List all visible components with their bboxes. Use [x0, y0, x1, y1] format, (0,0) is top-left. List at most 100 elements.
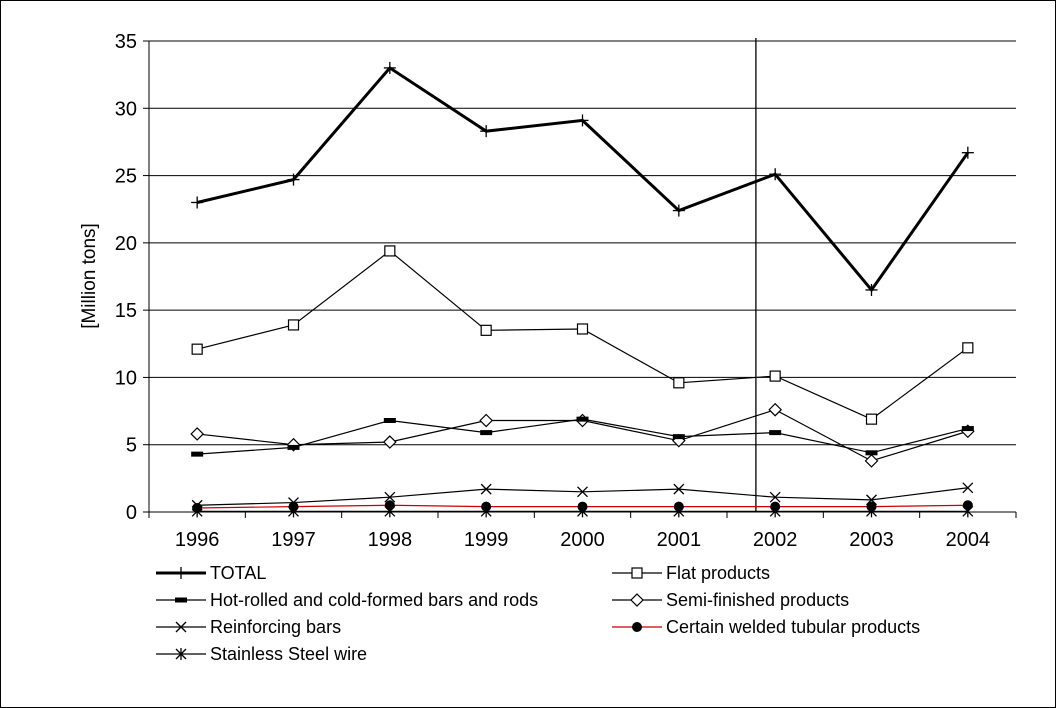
x-tick-label: 1997 [271, 529, 316, 551]
data-point [287, 444, 300, 450]
series-5 [192, 500, 973, 513]
data-point [384, 245, 396, 257]
data-point [865, 413, 878, 425]
data-point [961, 146, 974, 159]
legend-marker [175, 597, 187, 603]
data-point [383, 61, 396, 74]
data-point [961, 426, 974, 432]
series-4 [191, 482, 974, 511]
data-point [577, 501, 588, 512]
data-point [769, 430, 782, 436]
data-point [481, 501, 492, 512]
legend-label: Hot-rolled and cold-formed bars and rods [210, 590, 538, 610]
data-point [384, 500, 395, 511]
legend-item: Certain welded tubular products [612, 617, 920, 637]
series-line [197, 250, 969, 420]
series-3 [190, 402, 975, 468]
series-2 [191, 416, 974, 457]
series-layer [190, 61, 975, 518]
legend-item: Hot-rolled and cold-formed bars and rods [156, 590, 538, 610]
legend-item: Semi-finished products [612, 590, 849, 610]
data-point [382, 435, 397, 449]
x-tick-label: 1996 [175, 529, 220, 551]
axes [143, 38, 1017, 518]
data-point [769, 491, 781, 503]
data-point [191, 343, 203, 355]
legend: TOTAL Flat products Hot-rolled and cold-fo… [156, 563, 920, 664]
data-point [673, 501, 684, 512]
x-tick-label: 2004 [946, 529, 991, 551]
data-point [962, 342, 974, 354]
x-tick-label: 1999 [464, 529, 509, 551]
x-tick-labels: 1996 1997 1998 1999 2000 2001 2002 2003 2004 [175, 529, 990, 551]
legend-marker [631, 567, 643, 579]
legend-label: TOTAL [210, 563, 266, 583]
data-point [288, 497, 299, 509]
data-point [672, 434, 685, 440]
data-point [576, 416, 589, 422]
data-point [768, 402, 783, 417]
data-point [673, 377, 685, 389]
x-tick-label: 2003 [849, 529, 894, 551]
data-point [288, 501, 299, 512]
legend-label: Semi-finished products [666, 590, 849, 610]
data-point [865, 450, 878, 456]
data-point [769, 168, 782, 181]
legend-marker [175, 621, 187, 633]
data-point [576, 114, 589, 127]
data-point [866, 494, 877, 506]
data-point [191, 499, 203, 511]
y-tick-labels: 0 5 10 15 20 25 30 35 [115, 31, 137, 524]
data-point [191, 451, 204, 457]
legend-marker [632, 622, 642, 632]
data-point [866, 501, 877, 512]
y-tick-label: 0 [126, 502, 137, 524]
data-point [577, 486, 588, 498]
legend-item: Flat products [612, 563, 770, 583]
y-tick-label: 35 [115, 31, 137, 53]
legend-label: Certain welded tubular products [666, 617, 920, 637]
legend-marker [630, 593, 644, 607]
data-point [480, 483, 492, 495]
data-point [864, 454, 879, 468]
data-point [770, 501, 781, 512]
legend-marker [175, 567, 187, 579]
x-tick-label: 2002 [753, 529, 798, 551]
data-point [865, 283, 878, 296]
data-point [769, 370, 781, 382]
data-point [479, 413, 494, 428]
legend-label: Flat products [666, 563, 770, 583]
y-tick-label: 25 [115, 166, 137, 188]
series-0 [191, 61, 974, 296]
gridlines [149, 40, 1016, 446]
data-point [962, 482, 974, 494]
legend-item: Stainless Steel wire [156, 644, 367, 664]
data-point [191, 196, 204, 209]
data-point [673, 483, 685, 495]
data-point [383, 417, 396, 423]
data-point [962, 500, 973, 511]
y-tick-label: 30 [115, 98, 137, 120]
x-tick-label: 2000 [560, 529, 605, 551]
data-point [480, 430, 493, 436]
series-line [196, 65, 970, 293]
y-tick-label: 15 [115, 300, 137, 322]
y-tick-label: 10 [115, 367, 137, 389]
y-tick-label: 20 [115, 233, 137, 255]
series-1 [191, 245, 974, 425]
x-tick-label: 1998 [368, 529, 413, 551]
data-point [384, 491, 396, 503]
data-point [672, 204, 685, 217]
legend-marker [175, 648, 187, 660]
data-point [480, 324, 492, 336]
data-point [287, 319, 300, 331]
x-tick-label: 2001 [657, 529, 702, 551]
legend-label: Reinforcing bars [210, 617, 341, 637]
legend-item: TOTAL [156, 563, 266, 583]
y-axis-title: [Million tons] [79, 223, 100, 329]
y-tick-label: 5 [126, 435, 137, 457]
data-point [190, 427, 205, 441]
legend-label: Stainless Steel wire [210, 644, 367, 664]
